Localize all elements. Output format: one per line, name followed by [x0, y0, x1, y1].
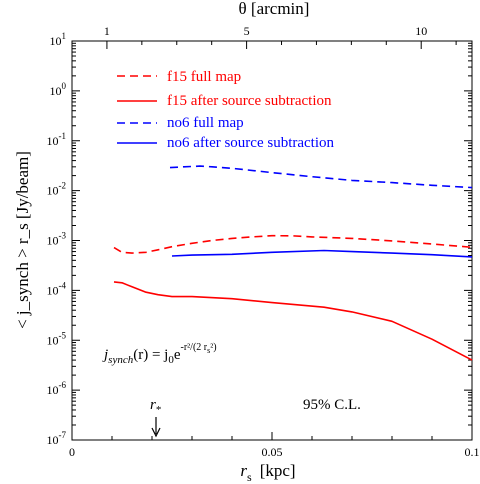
- r-star-label-main: r: [150, 397, 156, 413]
- x-tick-label: 0: [69, 445, 75, 459]
- y-tick-label: 10-4: [47, 280, 67, 297]
- series-line-3: [171, 249, 473, 258]
- r-star-arrow-head: [151, 427, 161, 438]
- formula-e: e: [174, 347, 181, 363]
- legend-label-f15-full: f15 full map: [167, 69, 241, 85]
- formula-exponent: -r²/(2 r: [181, 342, 208, 353]
- y-tick-label: 10-7: [47, 430, 67, 447]
- y-tick-label: 10-6: [47, 380, 67, 397]
- x-axis-label-sub: s: [247, 470, 252, 484]
- formula-lhs-main: j: [102, 347, 108, 363]
- legend-label-no6-sub: no6 after source subtraction: [167, 135, 335, 151]
- series-line-0: [113, 234, 473, 254]
- x-axis-label: rs [kpc]: [240, 461, 295, 484]
- y-tick-label: 101: [50, 31, 67, 48]
- legend-label-f15-sub: f15 after source subtraction: [167, 93, 332, 109]
- series-line-1: [113, 281, 473, 361]
- y-tick-label: 10-5: [47, 330, 67, 347]
- formula-lhs-sub: synch: [108, 354, 134, 366]
- series-line-2: [169, 165, 473, 189]
- x-axis-label-main: r: [240, 461, 247, 480]
- y-tick-label: 10-3: [47, 231, 67, 248]
- top-tick-label: 5: [244, 24, 250, 38]
- formula-rhs: (r) = j: [133, 347, 168, 363]
- y-axis-label: < j_synch > r_s [Jy/beam]: [13, 151, 32, 329]
- formula-exponent-tail: ²): [210, 342, 216, 353]
- y-tick-label: 10-2: [47, 181, 67, 198]
- y-tick-label: 100: [50, 81, 67, 98]
- x-tick-label: 0.05: [262, 445, 283, 459]
- r-star-label: r*: [150, 397, 161, 416]
- formula-annotation: jsynch(r) = j0e-r²/(2 rs²): [102, 342, 217, 366]
- formula-j0-sub: 0: [168, 354, 174, 366]
- top-tick-label: 10: [415, 24, 427, 38]
- r-star-marker: r*: [150, 397, 161, 438]
- series-layer: [113, 165, 473, 361]
- r-star-label-sub: *: [156, 404, 162, 416]
- formula-exponent-sub: s: [207, 346, 210, 355]
- legend-label-no6-full: no6 full map: [167, 115, 244, 131]
- x-axis-label-unit: [kpc]: [260, 461, 296, 480]
- y-tick-label: 10-1: [47, 131, 67, 148]
- top-axis-label: θ [arcmin]: [239, 0, 310, 18]
- legend: f15 full map f15 after source subtractio…: [117, 69, 335, 151]
- confidence-label: 95% C.L.: [303, 397, 361, 413]
- top-tick-label: 1: [104, 24, 110, 38]
- x-tick-label: 0.1: [465, 445, 480, 459]
